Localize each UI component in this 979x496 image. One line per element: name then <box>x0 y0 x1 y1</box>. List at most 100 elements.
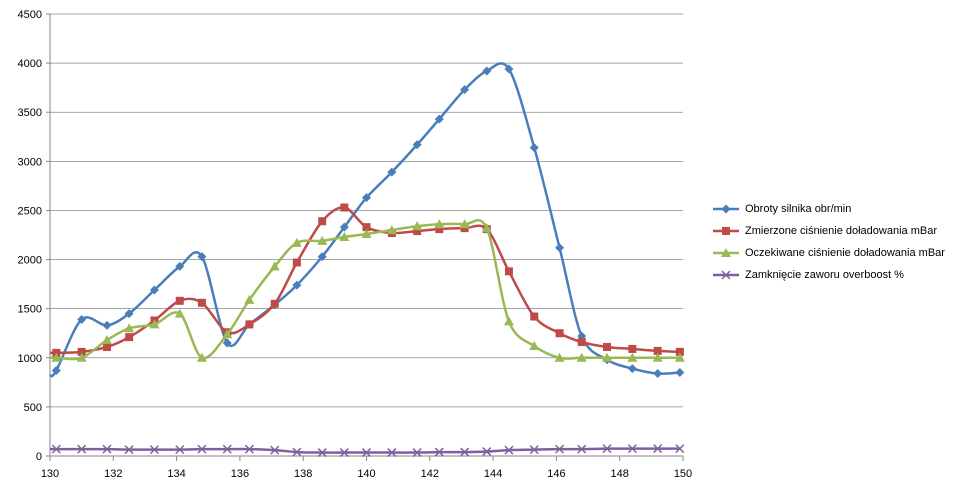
data-point <box>102 320 112 330</box>
data-point <box>317 448 327 458</box>
data-point <box>149 285 159 295</box>
data-point <box>721 248 731 257</box>
data-point-stroke <box>222 444 232 454</box>
data-point <box>387 167 397 177</box>
data-point <box>149 319 160 329</box>
data-point <box>51 366 61 376</box>
data-point <box>317 252 327 262</box>
legend-swatch <box>713 270 739 280</box>
x-tick-label: 132 <box>104 468 122 480</box>
data-point <box>482 447 492 457</box>
x-tick-label: 130 <box>41 468 59 480</box>
data-point <box>459 219 470 229</box>
data-point <box>362 223 371 232</box>
data-point <box>628 344 637 353</box>
legend-label: Oczekiwane ciśnienie doładowania mBar <box>745 247 945 259</box>
data-point-stroke <box>434 447 444 457</box>
data-point <box>627 444 637 454</box>
data-point <box>529 445 539 455</box>
data-point-stroke <box>504 445 514 455</box>
data-point <box>270 445 280 455</box>
legend-swatch <box>713 204 739 214</box>
data-point <box>149 445 159 455</box>
series-line <box>49 218 680 361</box>
data-point <box>603 342 612 351</box>
data-point <box>721 204 731 214</box>
x-tick-label: 150 <box>674 468 692 480</box>
data-point <box>269 261 280 271</box>
data-point <box>577 444 587 454</box>
data-point <box>77 314 87 324</box>
data-point <box>51 352 62 362</box>
x-tick-label: 142 <box>421 468 439 480</box>
data-point <box>245 320 254 329</box>
data-point <box>529 340 540 350</box>
legend-item: Zmierzone ciśnienie doładowania mBar <box>712 222 974 244</box>
data-point <box>175 445 185 455</box>
data-point-stroke <box>361 448 372 458</box>
data-point <box>361 229 372 239</box>
data-point-stroke <box>317 448 327 458</box>
legend-item: Oczekiwane ciśnienie doładowania mBar <box>712 244 974 266</box>
data-point <box>197 298 206 307</box>
data-point-stroke <box>102 444 112 454</box>
y-tick-label: 0 <box>36 451 42 463</box>
data-point <box>340 203 349 212</box>
data-point <box>292 258 301 267</box>
x-tick-label: 138 <box>294 468 312 480</box>
legend-label: Zamknięcie zaworu overboost % <box>745 269 904 281</box>
data-point <box>675 444 685 454</box>
data-point <box>124 323 135 333</box>
data-point-stroke <box>51 444 61 454</box>
data-point <box>197 252 207 262</box>
data-point-stroke <box>675 444 685 454</box>
data-point <box>222 338 232 348</box>
data-point <box>124 445 134 455</box>
data-point-stroke <box>270 445 280 455</box>
data-point <box>51 444 61 454</box>
data-point-stroke <box>482 447 492 457</box>
data-point <box>291 237 302 247</box>
data-point-stroke <box>387 448 397 458</box>
y-tick-label: 1500 <box>18 304 42 316</box>
data-point <box>627 364 637 374</box>
data-point <box>413 227 422 236</box>
data-point <box>530 312 539 321</box>
data-point <box>555 329 564 338</box>
x-tick-label: 134 <box>167 468 185 480</box>
data-point <box>76 352 87 362</box>
data-point <box>435 225 444 234</box>
legend-swatch <box>713 248 739 257</box>
data-point <box>555 243 565 253</box>
data-point <box>434 219 445 229</box>
data-point <box>196 352 207 362</box>
data-point <box>503 316 514 326</box>
x-tick-label: 148 <box>611 468 629 480</box>
y-tick-label: 4000 <box>18 58 42 70</box>
data-point <box>674 352 685 362</box>
data-point <box>675 368 685 378</box>
data-point <box>77 347 86 356</box>
data-point <box>124 309 134 319</box>
data-point-stroke <box>412 448 422 458</box>
data-point-stroke <box>175 445 185 455</box>
data-point <box>653 346 662 355</box>
data-point <box>577 338 586 347</box>
x-tick-label: 136 <box>231 468 249 480</box>
series-line <box>49 206 680 355</box>
data-point <box>270 299 279 308</box>
legend-swatch <box>713 227 739 235</box>
data-point-stroke <box>529 445 539 455</box>
data-point <box>460 447 470 457</box>
data-point-stroke <box>460 447 470 457</box>
data-point <box>318 217 327 226</box>
data-point <box>481 223 492 233</box>
data-point-stroke <box>292 447 302 457</box>
data-point <box>174 308 185 318</box>
legend-item: Obroty silnika obr/min <box>712 200 974 222</box>
data-point <box>460 85 470 95</box>
data-point <box>434 447 444 457</box>
data-point <box>222 444 232 454</box>
data-point <box>292 280 302 290</box>
